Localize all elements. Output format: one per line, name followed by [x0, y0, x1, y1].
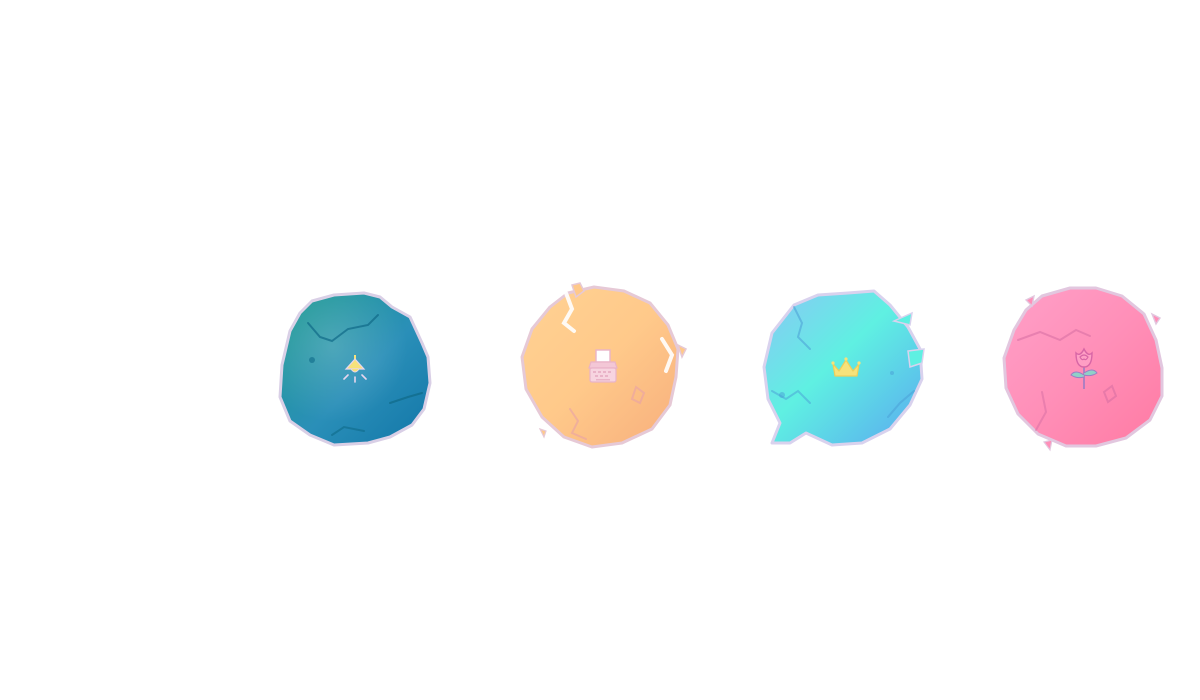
blob-shape-cyan [762, 289, 925, 447]
blob-shape-teal [278, 291, 432, 447]
blob-button-pink[interactable] [996, 280, 1172, 454]
blob-button-teal[interactable] [272, 285, 438, 453]
blob-shape-orange [520, 282, 688, 449]
blob-button-cyan[interactable] [758, 283, 934, 453]
blob-button-orange[interactable] [512, 279, 694, 453]
blob-shape-pink [1002, 286, 1164, 452]
